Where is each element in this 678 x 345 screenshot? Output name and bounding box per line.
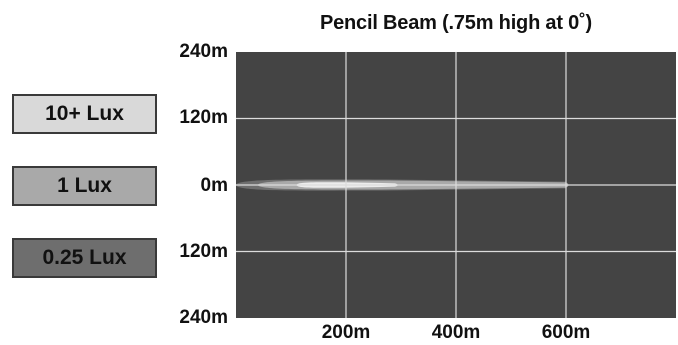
legend-item-10-lux: 10+ Lux <box>12 94 157 134</box>
x-tick-label: 400m <box>431 322 481 343</box>
legend-item-1-lux: 1 Lux <box>12 166 157 206</box>
y-tick-label: 120m <box>179 241 228 262</box>
legend-label: 10+ Lux <box>45 102 124 125</box>
chart-title: Pencil Beam (.75m high at 0˚) <box>319 12 593 34</box>
y-tick-label: 120m <box>179 107 228 128</box>
legend-label: 0.25 Lux <box>42 246 127 269</box>
y-tick-label: 0m <box>200 175 228 196</box>
legend-label: 1 Lux <box>57 174 112 197</box>
x-tick-label: 600m <box>541 322 591 343</box>
legend-item-025-lux: 0.25 Lux <box>12 238 157 278</box>
y-tick-label: 240m <box>179 41 228 62</box>
x-tick-label: 200m <box>321 322 371 343</box>
y-tick-label: 240m <box>179 307 228 328</box>
